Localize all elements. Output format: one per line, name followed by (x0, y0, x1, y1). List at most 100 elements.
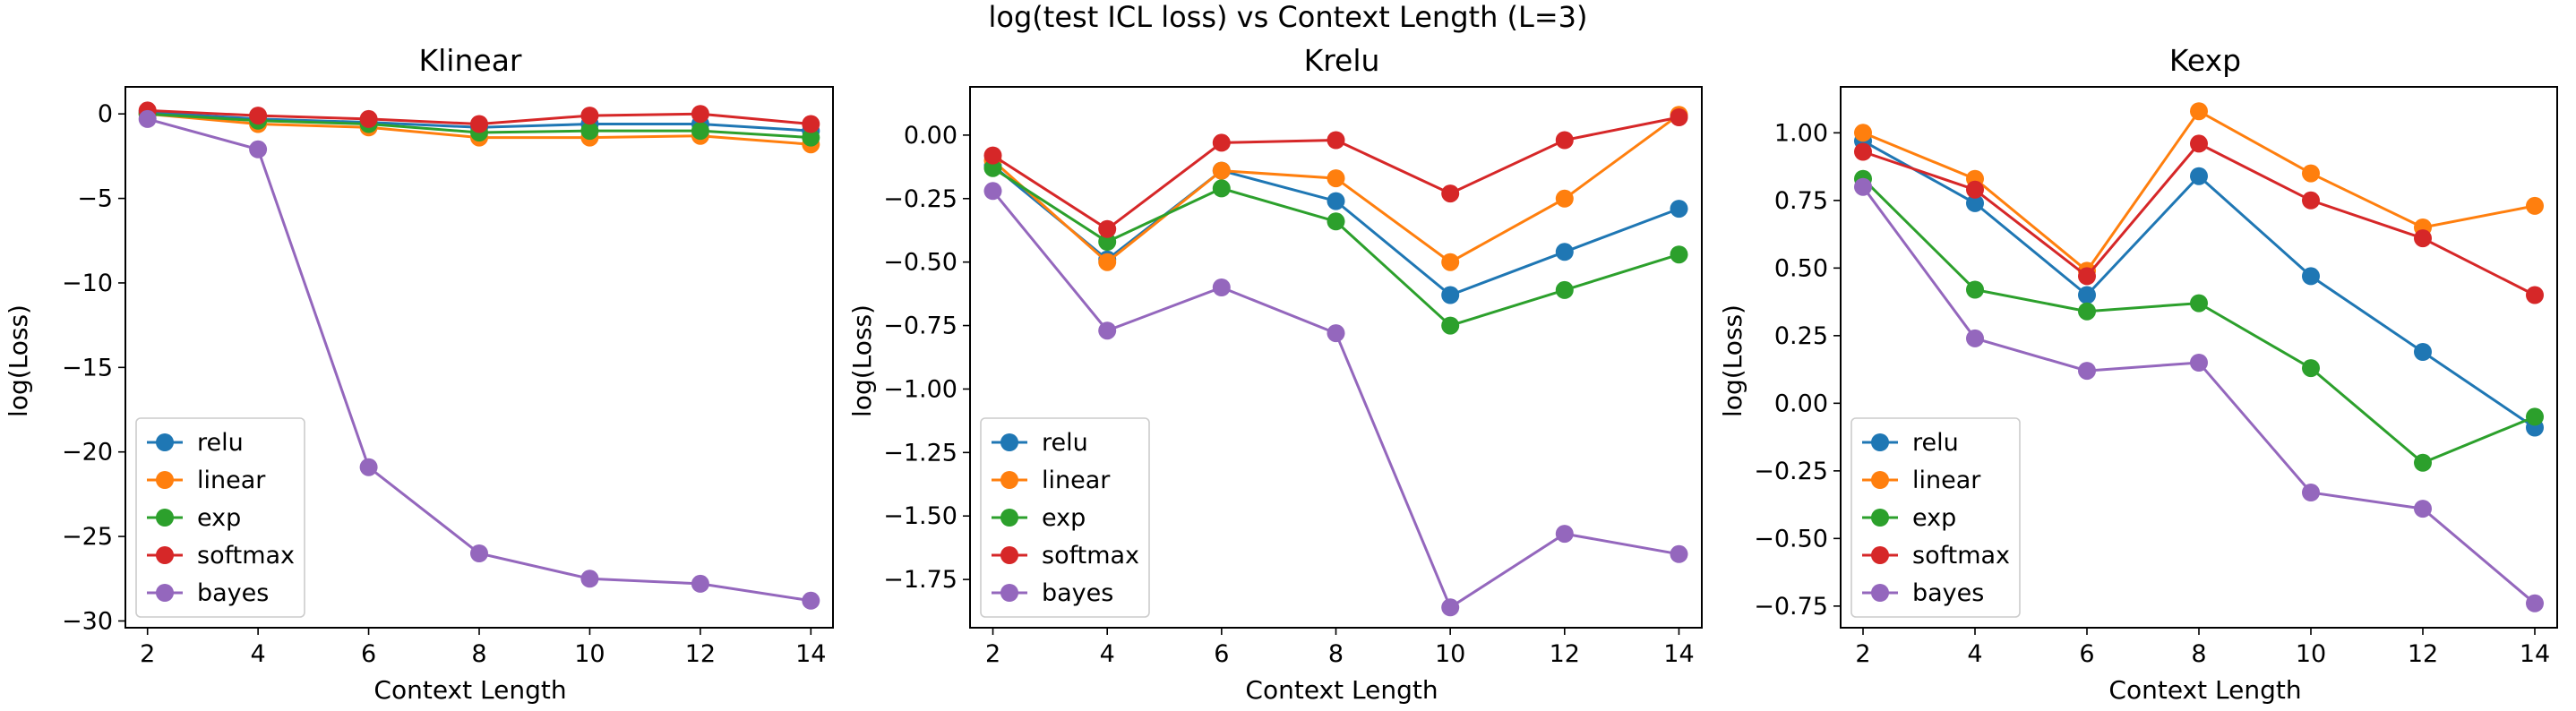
data-point-exp (802, 128, 820, 147)
legend-marker-bayes (1000, 584, 1018, 602)
x-tick-label: 6 (2079, 640, 2094, 668)
y-tick-label: 0.00 (1774, 390, 1828, 417)
data-point-exp (1441, 316, 1460, 335)
legend: relu linear exp softmax bayes (135, 417, 305, 618)
data-point-softmax (1966, 180, 1984, 199)
figure-title: log(test ICL loss) vs Context Length (L=… (989, 0, 1588, 34)
data-point-relu (2414, 343, 2432, 361)
data-point-bayes (1555, 525, 1574, 544)
x-tick-label: 4 (1967, 640, 1982, 668)
x-tick-label: 10 (574, 640, 605, 668)
data-point-exp (691, 122, 709, 141)
data-point-relu (1555, 243, 1574, 261)
data-point-exp (2526, 407, 2544, 426)
legend-label-relu: relu (1042, 429, 1088, 457)
y-tick-label: −0.25 (883, 185, 957, 213)
data-point-softmax (1670, 108, 1688, 126)
panel-kexp: Kexp Context Length log(Loss) 2 4 6 8 10 12 14… (1718, 43, 2558, 705)
data-point-softmax (249, 107, 268, 125)
legend-marker-bayes (1871, 584, 1889, 602)
data-point-softmax (1854, 142, 1872, 161)
data-point-exp (1327, 212, 1345, 231)
data-point-bayes (470, 544, 488, 562)
y-tick-label: 0.50 (1774, 254, 1828, 282)
legend-marker-exp (156, 509, 174, 527)
legend-marker-softmax (1871, 546, 1889, 564)
data-point-linear (1212, 161, 1231, 180)
y-tick-label: −10 (62, 270, 113, 297)
y-tick-label: 0.00 (904, 122, 957, 150)
panel-title: Krelu (1304, 43, 1380, 78)
y-tick-label: −0.50 (1754, 525, 1828, 553)
y-tick-label: −5 (77, 185, 113, 213)
x-tick-label: 6 (1214, 640, 1229, 668)
legend-marker-exp (1871, 509, 1889, 527)
x-tick-label: 2 (140, 640, 155, 668)
data-point-bayes (249, 140, 268, 158)
x-tick-label: 12 (685, 640, 716, 668)
y-tick-label: −0.25 (1754, 458, 1828, 485)
panel-klinear: Klinear Context Length log(Loss) 2 4 6 8 10 1… (4, 43, 834, 705)
legend: relu linear exp softmax bayes (980, 417, 1150, 618)
legend: relu linear exp softmax bayes (1850, 417, 2021, 618)
legend-marker-relu (1000, 433, 1018, 451)
data-point-softmax (691, 105, 709, 124)
data-point-bayes (1670, 544, 1688, 563)
data-point-bayes (2526, 594, 2544, 612)
y-tick-label: −1.50 (883, 502, 957, 530)
x-tick-label: 8 (1328, 640, 1344, 668)
data-point-softmax (2078, 267, 2096, 286)
legend-label-exp: exp (1912, 504, 1956, 532)
data-point-relu (2078, 286, 2096, 304)
data-point-softmax (1212, 133, 1231, 152)
legend-box (1850, 417, 2021, 618)
legend-box (135, 417, 305, 618)
x-tick-label: 14 (1663, 640, 1694, 668)
legend-label-exp: exp (197, 504, 241, 532)
data-point-relu (1966, 193, 1984, 212)
data-point-exp (580, 122, 599, 141)
legend-label-linear: linear (1042, 467, 1111, 494)
data-point-softmax (580, 107, 599, 125)
data-point-bayes (580, 570, 599, 588)
panel-krelu: Krelu Context Length log(Loss) 2 4 6 8 10 12 1… (847, 43, 1703, 705)
y-tick-label: 0.25 (1774, 322, 1828, 350)
data-point-softmax (2414, 229, 2432, 248)
data-point-exp (2190, 294, 2208, 313)
data-point-exp (2078, 302, 2096, 321)
data-point-relu (2190, 167, 2208, 185)
data-point-bayes (2302, 484, 2320, 501)
y-tick-label: −30 (62, 607, 113, 635)
y-tick-label: −0.50 (883, 249, 957, 277)
data-point-exp (1212, 179, 1231, 198)
data-point-softmax (1555, 131, 1574, 150)
y-axis-label: log(Loss) (4, 304, 33, 417)
x-tick-label: 14 (795, 640, 826, 668)
data-point-exp (1098, 233, 1117, 251)
data-point-relu (1327, 192, 1345, 210)
legend-marker-exp (1000, 509, 1018, 527)
data-point-exp (2414, 453, 2432, 472)
data-point-bayes (2078, 362, 2096, 381)
data-point-linear (2190, 102, 2208, 121)
data-point-bayes (1098, 321, 1117, 340)
x-tick-label: 12 (2408, 640, 2438, 668)
x-tick-label: 4 (1100, 640, 1115, 668)
x-tick-label: 8 (471, 640, 486, 668)
legend-label-relu: relu (1912, 429, 1959, 457)
data-point-softmax (802, 115, 820, 133)
legend-label-relu: relu (197, 429, 244, 457)
data-point-bayes (1854, 177, 1872, 196)
data-point-bayes (1966, 329, 1984, 347)
data-point-exp (983, 158, 1002, 177)
x-tick-label: 12 (1550, 640, 1580, 668)
legend-label-bayes: bayes (197, 579, 269, 607)
data-point-softmax (983, 146, 1002, 165)
data-point-softmax (2302, 191, 2320, 210)
data-point-linear (1098, 253, 1117, 271)
data-point-bayes (138, 109, 157, 128)
data-point-linear (1555, 189, 1574, 208)
y-tick-label: −20 (62, 439, 113, 467)
data-point-linear (2302, 164, 2320, 183)
y-tick-label: −25 (62, 523, 113, 551)
